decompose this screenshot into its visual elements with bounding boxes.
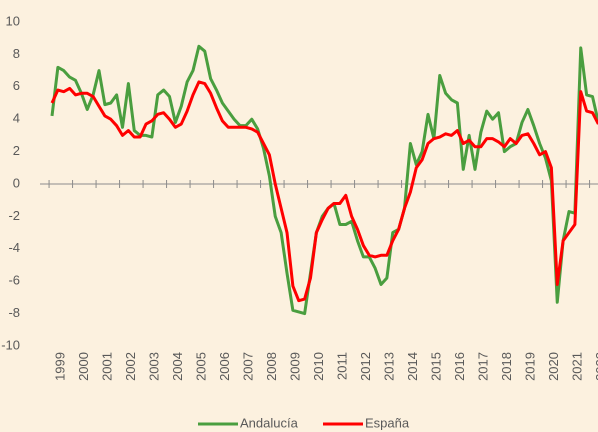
x-tick-label: 1999 — [52, 352, 67, 381]
legend-label: Andalucía — [240, 415, 299, 430]
series-line — [50, 44, 598, 316]
x-tick-label: 2006 — [217, 352, 232, 381]
x-tick-label: 2001 — [99, 352, 114, 381]
x-tick-label: 2009 — [287, 352, 302, 381]
x-tick-label: 2010 — [311, 352, 326, 381]
x-tick-label: 2015 — [428, 352, 443, 381]
x-tick-label: 2018 — [499, 352, 514, 381]
x-tick-label: 2008 — [264, 352, 279, 381]
x-tick-label: 2022 — [593, 352, 598, 381]
y-tick-label: 8 — [13, 46, 20, 61]
x-tick-label: 2013 — [381, 352, 396, 381]
y-tick-label: 2 — [13, 143, 20, 158]
y-tick-label: -4 — [8, 240, 20, 255]
x-tick-label: 2000 — [76, 352, 91, 381]
y-tick-label: 4 — [13, 111, 20, 126]
x-tick-label: 2014 — [405, 352, 420, 381]
legend-label: España — [365, 415, 410, 430]
y-tick-label: -6 — [8, 273, 20, 288]
y-tick-label: -8 — [8, 305, 20, 320]
x-tick-label: 2005 — [193, 352, 208, 381]
x-tick-label: 2012 — [358, 352, 373, 381]
x-tick-label: 2016 — [452, 352, 467, 381]
x-tick-label: 2021 — [569, 352, 584, 381]
y-tick-label: 6 — [13, 78, 20, 93]
x-tick-label: 2017 — [475, 352, 490, 381]
x-tick-label: 2004 — [170, 352, 185, 381]
x-tick-label: 2020 — [546, 352, 561, 381]
y-tick-label: 10 — [6, 13, 20, 28]
x-tick-label: 2003 — [146, 352, 161, 381]
y-tick-label: 0 — [13, 175, 20, 190]
x-tick-label: 2007 — [240, 352, 255, 381]
x-tick-label: 2002 — [123, 352, 138, 381]
x-tick-label: 2019 — [522, 352, 537, 381]
x-tick-label: 2011 — [334, 352, 349, 380]
series-line — [50, 80, 598, 303]
y-tick-label: -2 — [8, 208, 20, 223]
y-tick-label: -10 — [1, 337, 20, 352]
